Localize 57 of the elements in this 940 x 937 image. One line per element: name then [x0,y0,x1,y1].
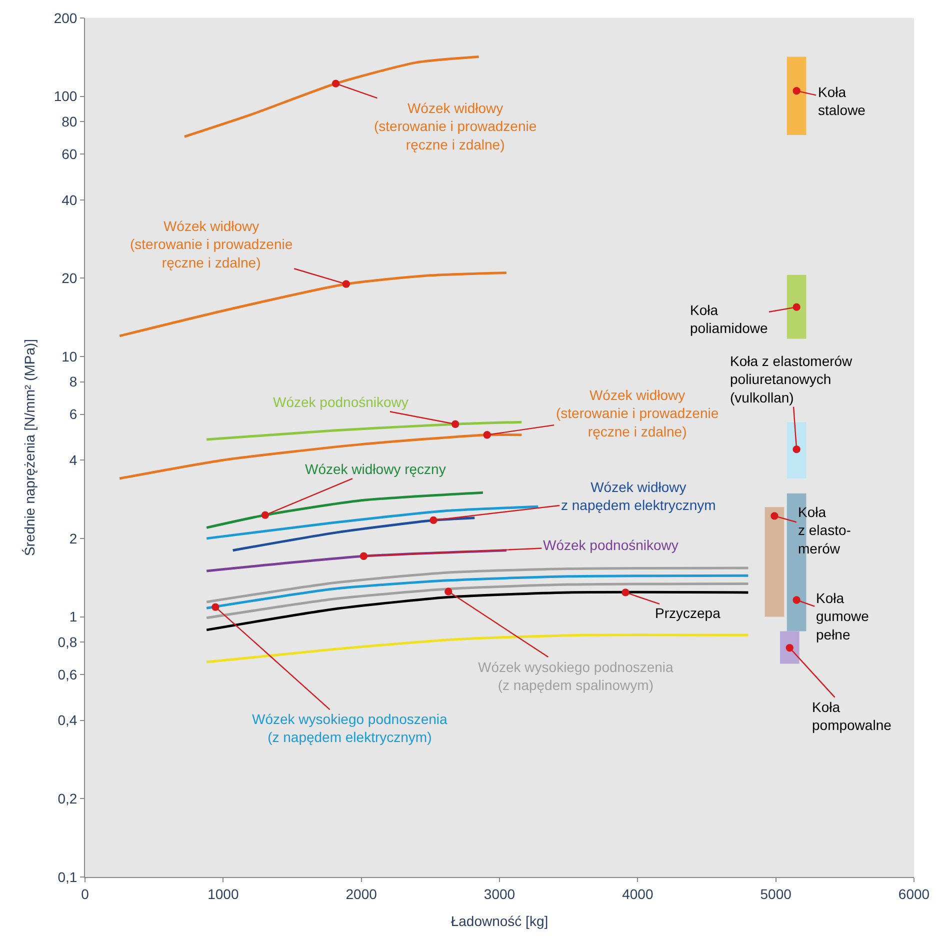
y-tick-label: 8 [69,374,78,390]
x-tick-label: 4000 [622,886,654,902]
y-tick-label: 0,8 [58,634,78,650]
bar [780,631,800,664]
line-series [205,420,523,441]
x-tick-label: 3000 [484,886,516,902]
y-tick-label: 1 [69,608,78,625]
x-tick-label: 2000 [346,886,378,902]
annotation: Wózek wysokiego podnoszenia (z napędem elektrycznym) [252,711,448,746]
y-tick-label: 200 [54,10,78,26]
line-series [205,574,750,610]
line-series [205,582,750,620]
line-series [205,566,750,604]
annotation: Wózek widłowy (sterowanie i prowadzenie ręczne i zdalne) [556,387,719,440]
x-axis-title: Ładowność [kg] [450,913,548,930]
line-series [205,634,750,664]
y-tick-label: 2 [69,530,78,546]
bar [786,56,806,136]
y-tick-label: 20 [62,270,78,286]
y-tick-label: 0,2 [58,790,78,807]
x-tick-label: 0 [81,886,90,902]
y-tick-label: 100 [54,88,78,104]
y-tick-label: 60 [62,146,78,162]
annotation: Koła z elasto- merów [798,504,852,556]
line-series [205,590,750,632]
annotation: Wózek widłowy (sterowanie i prowadzenie ręczne i zdalne) [130,218,293,270]
annotation: Wózek podnośnikowy [543,537,678,553]
bar [786,274,806,339]
annotation: Koła gumowe pełne [816,590,870,642]
bar [764,507,784,617]
annotation: Wózek widłowy (sterowanie i prowadzenie ręczne i zdalne) [374,100,537,152]
line-series [118,271,508,338]
line-series [205,505,540,540]
y-tick-label: 0,1 [58,868,78,885]
y-tick-label: 0,4 [58,712,78,728]
annotation: Koła stalowe [818,84,866,118]
y-tick-label: 4 [69,452,78,468]
y-tick-label: 40 [62,192,78,208]
x-tick-label: 6000 [898,886,930,902]
annotation: Koła z elastomerów poliuretanowych (vulkollan) [730,353,854,406]
annotation: Wózek widłowy ręczny [305,461,446,477]
annotation: Koła poliamidowe [690,302,768,336]
x-tick-label: 1000 [208,886,239,902]
annotation: Wózek wysokiego podnoszenia (z napędem spalinowym) [478,659,674,694]
annotation: Wózek podnośnikowy [273,394,408,410]
y-tick-label: 0,6 [58,666,78,682]
line-series [205,491,484,529]
x-tick-label: 5000 [760,886,792,902]
annotation: Koła pompowalne [812,699,892,734]
line-series [232,516,476,552]
y-tick-label: 80 [62,113,78,130]
y-axis-title: Średnie naprężenia [N/mm² (MPa)] [21,338,38,556]
annotation: Przyczepa [655,605,721,621]
y-tick-label: 10 [62,348,78,364]
annotation: Wózek widłowy z napędem elektrycznym [561,479,716,514]
y-tick-label: 6 [69,406,78,422]
bar [786,422,806,478]
